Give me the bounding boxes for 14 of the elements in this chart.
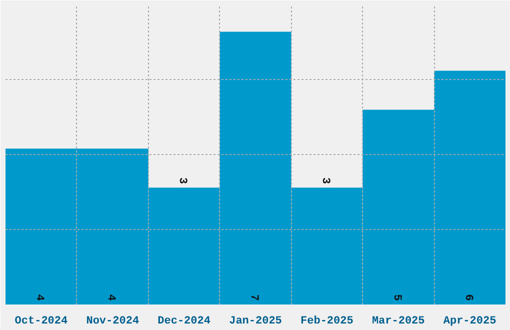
- data-label: 4: [104, 294, 117, 302]
- x-tick-label: Dec-2024: [158, 316, 211, 328]
- x-tick-label: Apr-2025: [443, 316, 497, 328]
- x-tick-label: Feb-2025: [300, 316, 354, 328]
- x-tick-label: Oct-2024: [14, 316, 68, 328]
- data-label: 6: [462, 294, 474, 301]
- data-label: 7: [248, 294, 260, 301]
- data-label: 5: [390, 294, 402, 302]
- x-tick-label: Mar-2025: [372, 316, 426, 328]
- x-tick-label: Jan-2025: [229, 316, 282, 328]
- data-label: 4: [33, 294, 46, 302]
- data-label: 3: [176, 177, 188, 184]
- x-tick-label: Nov-2024: [86, 316, 140, 328]
- data-label: 3: [318, 177, 331, 184]
